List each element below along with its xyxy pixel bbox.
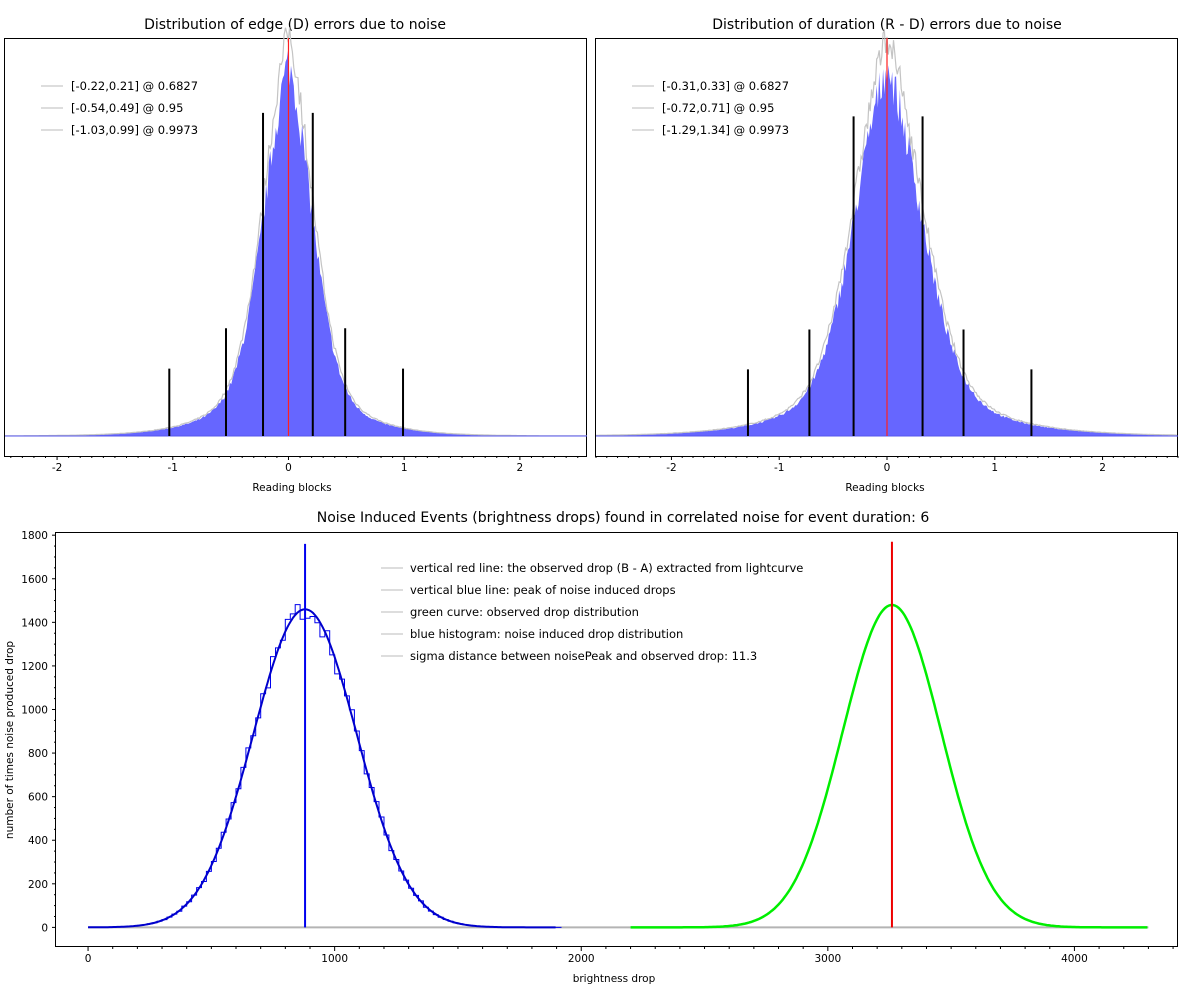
legend-entry: [-1.29,1.34] @ 0.9973	[662, 123, 789, 137]
y-tick-label: 200	[28, 879, 48, 891]
y-tick-label: 600	[28, 792, 48, 804]
edge-chart-title: Distribution of edge (D) errors due to n…	[144, 17, 446, 33]
y-tick-label: 1400	[21, 617, 48, 629]
legend-entry: blue histogram: noise induced drop distr…	[410, 627, 683, 641]
legend-entry: vertical red line: the observed drop (B …	[410, 561, 803, 575]
y-tick-label: 800	[28, 748, 48, 760]
x-tick-label: 1	[401, 462, 408, 474]
x-tick-label: 0	[285, 462, 292, 474]
legend-entry: [-0.72,0.71] @ 0.95	[662, 101, 774, 115]
noise-axes: 0 200 400 600 800 1000 1200 1400 1600 1800 0 1000 20…	[21, 530, 1174, 965]
histogram-fill	[5, 49, 587, 437]
legend-entry: [-0.22,0.21] @ 0.6827	[71, 79, 198, 93]
y-tick-label: 1600	[21, 574, 48, 586]
edge-legend: [-0.22,0.21] @ 0.6827 [-0.54,0.49] @ 0.95…	[41, 79, 198, 137]
legend-entry: [-0.54,0.49] @ 0.95	[71, 101, 183, 115]
x-tick-label: 2	[1099, 462, 1106, 474]
x-tick-label: 1	[991, 462, 998, 474]
edge-x-axis-label: Reading blocks	[252, 482, 331, 494]
legend-entry: sigma distance between noisePeak and obs…	[410, 649, 757, 663]
noise-plot-frame	[55, 532, 1178, 947]
edge-marks	[168, 38, 405, 436]
duration-error-panel: Distribution of duration (R - D) errors …	[595, 17, 1179, 494]
edge-error-panel: Distribution of edge (D) errors due to n…	[4, 17, 587, 494]
edge-x-axis: -2 -1 0 1 2	[10, 456, 579, 474]
duration-chart-title: Distribution of duration (R - D) errors …	[712, 17, 1061, 33]
observed-drop-curve	[630, 603, 1148, 929]
y-tick-label: 1000	[21, 704, 48, 716]
noise-legend: vertical red line: the observed drop (B …	[381, 561, 803, 663]
x-tick-label: -2	[52, 462, 62, 474]
duration-x-axis-label: Reading blocks	[845, 482, 924, 494]
noise-events-panel: Noise Induced Events (brightness drops) …	[4, 510, 1178, 985]
legend-entry: [-0.31,0.33] @ 0.6827	[662, 79, 789, 93]
x-tick-label: -1	[168, 462, 178, 474]
x-tick-label: 2000	[568, 953, 595, 965]
x-tick-label: 0	[884, 462, 891, 474]
x-tick-label: 3000	[814, 953, 841, 965]
legend-entry: green curve: observed drop distribution	[410, 605, 639, 619]
x-tick-label: -2	[666, 462, 676, 474]
x-tick-label: -1	[774, 462, 784, 474]
noise-fit-curve	[88, 608, 556, 929]
histogram-outline	[596, 28, 1177, 436]
x-tick-label: 4000	[1061, 953, 1088, 965]
duration-marks	[746, 38, 1033, 436]
x-tick-label: 0	[85, 953, 92, 965]
noise-chart-title: Noise Induced Events (brightness drops) …	[317, 510, 930, 526]
noise-y-axis-label: number of times noise produced drop	[4, 641, 16, 839]
noise-curves	[88, 541, 1149, 929]
y-tick-label: 0	[41, 922, 48, 934]
noise-x-axis-label: brightness drop	[573, 973, 656, 985]
duration-legend: [-0.31,0.33] @ 0.6827 [-0.72,0.71] @ 0.95…	[632, 79, 789, 137]
x-tick-label: 1000	[321, 953, 348, 965]
y-tick-label: 400	[28, 835, 48, 847]
histogram-outline	[5, 27, 587, 437]
y-tick-label: 1200	[21, 661, 48, 673]
y-tick-label: 1800	[21, 530, 48, 542]
x-tick-label: 2	[517, 462, 524, 474]
legend-entry: vertical blue line: peak of noise induce…	[410, 583, 676, 597]
edge-histogram	[5, 27, 587, 437]
duration-x-axis: -2 -1 0 1 2	[595, 456, 1179, 474]
legend-entry: [-1.03,0.99] @ 0.9973	[71, 123, 198, 137]
